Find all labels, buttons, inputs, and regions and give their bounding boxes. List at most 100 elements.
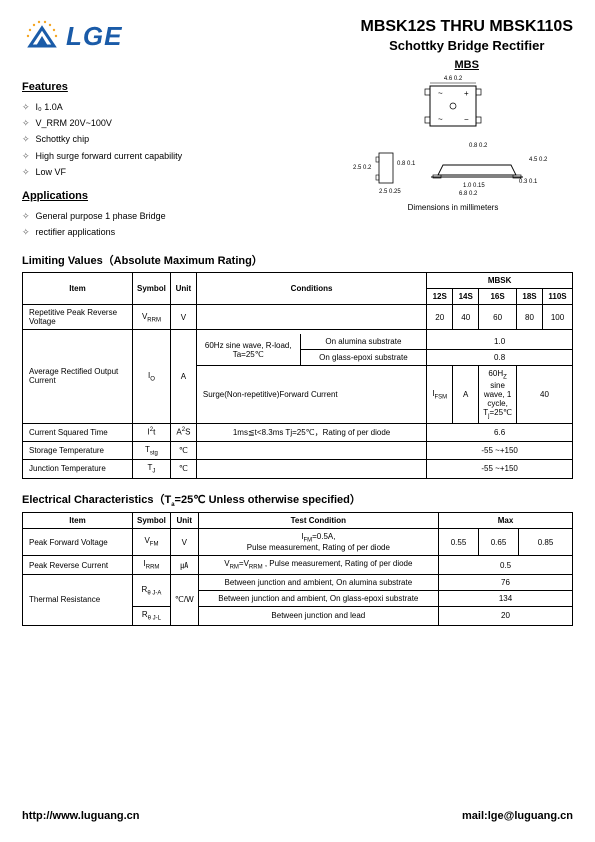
left-column: Features I₀ 1.0A V_RRM 20V~100V Schottky… (22, 71, 302, 240)
content-columns: Features I₀ 1.0A V_RRM 20V~100V Schottky… (22, 71, 573, 240)
applications-title: Applications (22, 190, 302, 202)
cell: Peak Forward Voltage (23, 528, 133, 556)
cell: Storage Temperature (23, 441, 133, 460)
feature-item: Low VF (22, 164, 302, 180)
cell: 0.5 (439, 556, 573, 575)
th-14s: 14S (453, 289, 479, 305)
svg-text:6.8 0.2: 6.8 0.2 (459, 191, 478, 197)
th-unit: Unit (170, 512, 198, 528)
cell: VRRM (133, 305, 171, 330)
cell: V (170, 305, 196, 330)
cell: VFM (133, 528, 171, 556)
cell: Surge(Non-repetitive)Forward Current (196, 366, 426, 423)
cell: Repetitive Peak Reverse Voltage (23, 305, 133, 330)
feature-item: V_RRM 20V~100V (22, 115, 302, 131)
logo-icon (22, 18, 62, 54)
title-main: MBSK12S THRU MBSK110S (361, 18, 574, 36)
cell: 0.65 (479, 528, 519, 556)
svg-text:0.3 0.1: 0.3 0.1 (519, 179, 538, 185)
th-conditions: Conditions (196, 273, 426, 305)
cell: 1ms≦t<8.3ms Tj=25℃，Rating of per diode (196, 423, 426, 441)
table-row: Storage Temperature Tstg ℃ -55 ~+150 (23, 441, 573, 460)
cell: IRRM (133, 556, 171, 575)
footer-url: http://www.luguang.cn (22, 810, 140, 822)
limiting-title: Limiting Values（Absolute Maximum Rating） (22, 252, 573, 268)
th-110s: 110S (543, 289, 573, 305)
cell: 76 (439, 575, 573, 591)
th-test: Test Condition (198, 512, 438, 528)
feature-item: I₀ 1.0A (22, 99, 302, 115)
electrical-title: Electrical Characteristics（Ta=25℃ Unless… (22, 491, 573, 508)
cell: 20 (427, 305, 453, 330)
logo-text: LGE (66, 21, 122, 52)
th-item: Item (23, 273, 133, 305)
cell: -55 ~+150 (427, 441, 573, 460)
cell: IFM=0.5A,Pulse measurement, Rating of pe… (198, 528, 438, 556)
table-row: Current Squared Time I2t A2S 1ms≦t<8.3ms… (23, 423, 573, 441)
cell: 60 (479, 305, 517, 330)
cell: Average Rectified Output Current (23, 330, 133, 423)
svg-text:~: ~ (438, 115, 443, 124)
cell: Rθ J-L (133, 607, 171, 626)
th-symbol: Symbol (133, 512, 171, 528)
cell: -55 ~+150 (427, 460, 573, 479)
cell: Between junction and ambient, On glass-e… (198, 591, 438, 607)
application-item: General purpose 1 phase Bridge (22, 208, 302, 224)
cell: 0.85 (519, 528, 573, 556)
package-side-view: 0.8 0.2 4.5 0.2 2.5 0.2 0.8 0.1 2.5 0.25… (333, 137, 573, 199)
footer-mail: mail:lge@luguang.cn (462, 810, 573, 822)
cell: Junction Temperature (23, 460, 133, 479)
cell: 40 (517, 366, 573, 423)
cell: V (170, 528, 198, 556)
svg-text:1.0 0.15: 1.0 0.15 (463, 183, 485, 189)
features-title: Features (22, 81, 302, 93)
cell: Tstg (133, 441, 171, 460)
table-row: Repetitive Peak Reverse Voltage VRRM V 2… (23, 305, 573, 330)
title-block: MBSK12S THRU MBSK110S Schottky Bridge Re… (361, 18, 574, 71)
dim-text: 4.6 0.2 (444, 76, 463, 82)
title-sub: Schottky Bridge Rectifier (361, 38, 574, 53)
svg-text:0.8 0.1: 0.8 0.1 (397, 161, 416, 167)
electrical-table: Item Symbol Unit Test Condition Max Peak… (22, 512, 573, 626)
th-16s: 16S (479, 289, 517, 305)
table-row: Peak Reverse Current IRRM ㎂ VRM=VRRM , P… (23, 556, 573, 575)
cell: A (170, 330, 196, 423)
table-row: Junction Temperature TJ ℃ -55 ~+150 (23, 460, 573, 479)
cell: TJ (133, 460, 171, 479)
th-mbsk: MBSK (427, 273, 573, 289)
header: LGE MBSK12S THRU MBSK110S Schottky Bridg… (22, 18, 573, 71)
th-symbol: Symbol (133, 273, 171, 305)
cell: Thermal Resistance (23, 575, 133, 626)
cell: A2S (170, 423, 196, 441)
cell: 60Hz sine wave, R-load, Ta=25℃ On alumin… (196, 330, 426, 366)
th-12s: 12S (427, 289, 453, 305)
cell: Rθ J-A (133, 575, 171, 607)
cell: 6.6 (427, 423, 573, 441)
cell: 60HZ sine wave, 1 cycle, Tj=25℃ (479, 366, 517, 423)
cell: 80 (517, 305, 543, 330)
features-list: I₀ 1.0A V_RRM 20V~100V Schottky chip Hig… (22, 99, 302, 180)
svg-text:+: + (464, 89, 469, 98)
feature-item: High surge forward current capability (22, 148, 302, 164)
cell: 1.0 0.8 (427, 330, 573, 366)
cell: 134 (439, 591, 573, 607)
title-mbs: MBS (361, 59, 574, 71)
table-row: Average Rectified Output Current IO A 60… (23, 330, 573, 366)
table-row: Peak Forward Voltage VFM V IFM=0.5A,Puls… (23, 528, 573, 556)
th-unit: Unit (170, 273, 196, 305)
right-column: 4.6 0.2 ~+ ~− 0.8 0.2 4.5 0.2 2.5 0.2 (333, 71, 573, 240)
dimension-note: Dimensions in millimeters (333, 203, 573, 212)
cell: Current Squared Time (23, 423, 133, 441)
limiting-table: Item Symbol Unit Conditions MBSK 12S 14S… (22, 272, 573, 478)
logo: LGE (22, 18, 122, 54)
cell: Peak Reverse Current (23, 556, 133, 575)
svg-text:~: ~ (438, 89, 443, 98)
cell: ℃ (170, 460, 196, 479)
cell (196, 460, 426, 479)
th-item: Item (23, 512, 133, 528)
applications-list: General purpose 1 phase Bridge rectifier… (22, 208, 302, 240)
cell: 20 (439, 607, 573, 626)
table-row: Thermal Resistance Rθ J-A ℃/W Between ju… (23, 575, 573, 591)
svg-text:−: − (464, 115, 469, 124)
cell: Between junction and ambient, On alumina… (198, 575, 438, 591)
